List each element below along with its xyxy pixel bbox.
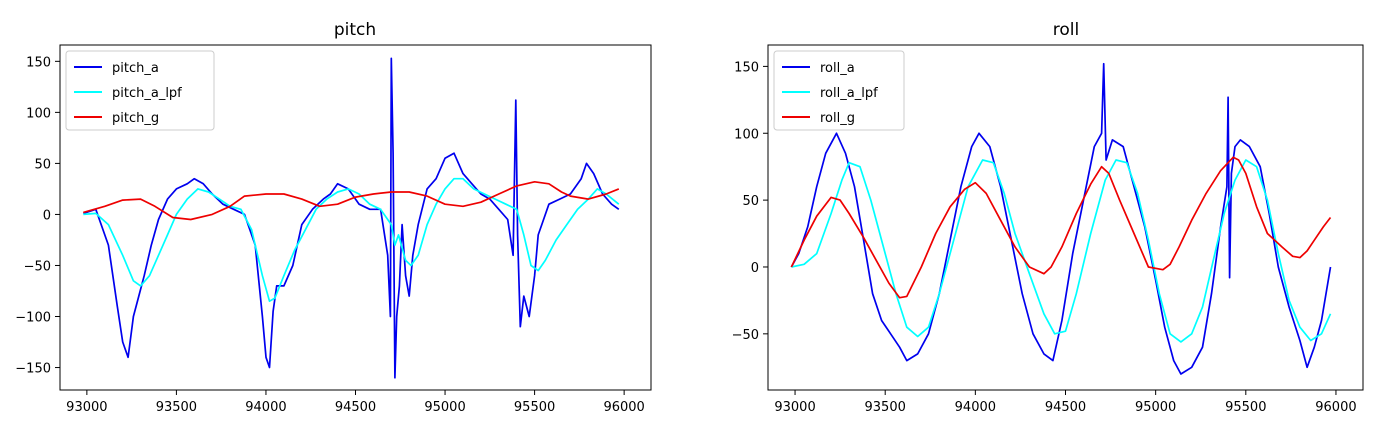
- x-tick-label: 94500: [1045, 400, 1086, 415]
- series-line-pitch_a: [83, 57, 620, 379]
- y-tick-label: −50: [732, 328, 759, 343]
- pitch-panel: pitch 93000 93500 94000 94500 95000 95500 9600…: [15, 20, 652, 415]
- legend-label-pitch_a: pitch_a: [112, 61, 159, 76]
- y-tick-label: 50: [742, 194, 759, 209]
- x-tick-label: 95500: [1225, 400, 1266, 415]
- y-tick-label: 0: [751, 261, 759, 276]
- series-line-roll_a_lpf: [791, 159, 1332, 343]
- x-tick-label: 95000: [1135, 400, 1176, 415]
- legend-label-pitch_a_lpf: pitch_a_lpf: [112, 86, 182, 101]
- y-tick-label: −50: [24, 259, 51, 274]
- y-tick-label: −150: [15, 362, 51, 377]
- legend-label-pitch_g: pitch_g: [112, 111, 159, 126]
- y-tick-label: 100: [734, 127, 759, 142]
- x-tick-label: 96000: [1315, 400, 1356, 415]
- x-tick-label: 95500: [514, 400, 555, 415]
- x-tick-label: 93500: [865, 400, 906, 415]
- x-tick-label: 95000: [424, 400, 465, 415]
- legend-label-roll_a_lpf: roll_a_lpf: [820, 86, 878, 101]
- x-tick-label: 93500: [156, 400, 197, 415]
- y-tick-label: −100: [15, 311, 51, 326]
- series-line-roll_g: [790, 156, 1332, 299]
- chart-title: pitch: [334, 20, 376, 40]
- y-tick-label: 150: [734, 60, 759, 75]
- x-tick-label: 93000: [774, 400, 815, 415]
- legend-label-roll_g: roll_g: [820, 111, 855, 126]
- y-tick-label: 100: [26, 106, 51, 121]
- x-tick-label: 94000: [955, 400, 996, 415]
- legend-label-roll_a: roll_a: [820, 61, 855, 76]
- series-line-roll_a: [790, 62, 1332, 375]
- x-tick-label: 94500: [335, 400, 376, 415]
- legend-box: [65, 50, 215, 131]
- x-tick-label: 93000: [66, 400, 107, 415]
- series-line-pitch_g: [83, 180, 620, 221]
- y-tick-label: 50: [34, 157, 51, 172]
- series-line-pitch_a_lpf: [83, 177, 620, 303]
- x-tick-label: 96000: [603, 400, 644, 415]
- legend-box: [773, 50, 905, 131]
- y-tick-label: 150: [26, 55, 51, 70]
- y-tick-label: 0: [43, 208, 51, 223]
- roll-panel: roll 93000 93500 94000 94500 95000 95500 96000…: [732, 20, 1364, 415]
- chart-title: roll: [1053, 20, 1079, 40]
- x-tick-label: 94000: [245, 400, 286, 415]
